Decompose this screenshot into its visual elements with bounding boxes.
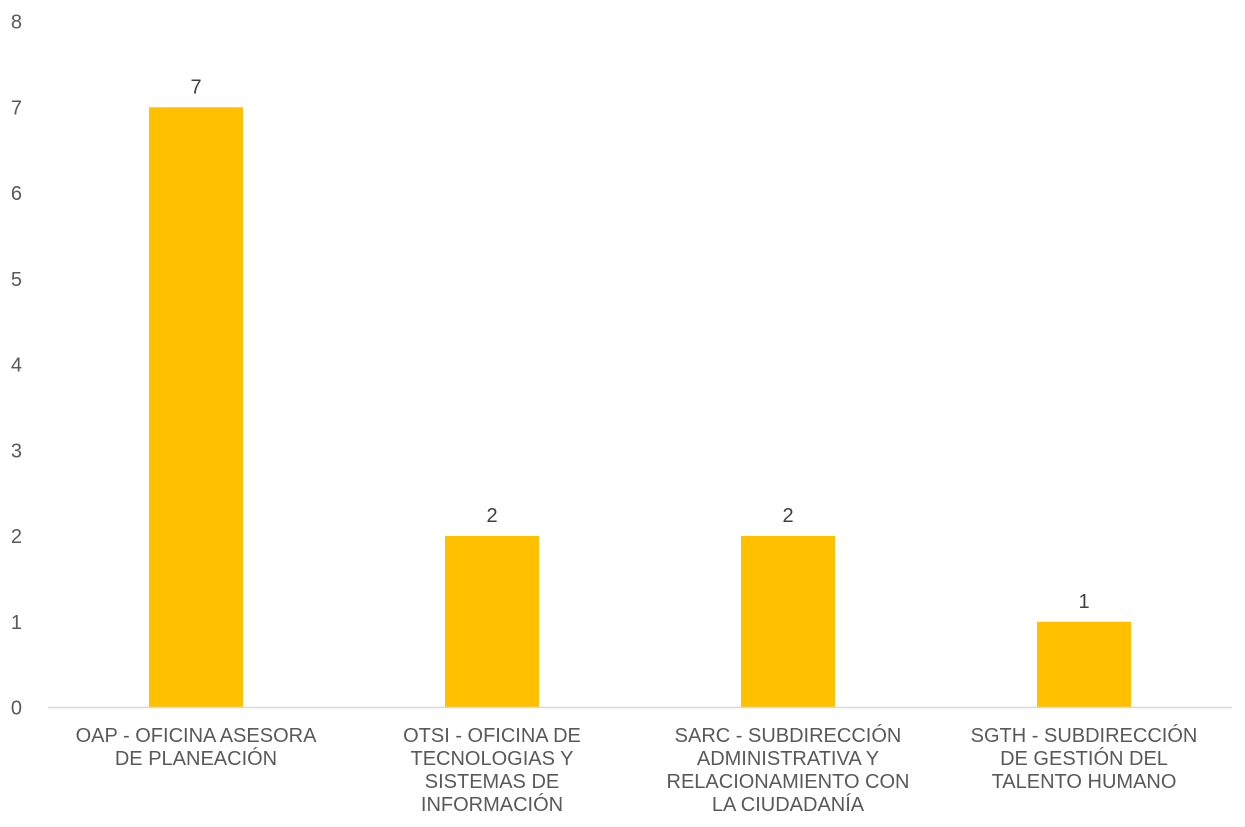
bar bbox=[741, 536, 835, 708]
y-tick-label: 2 bbox=[11, 526, 22, 548]
y-tick-label: 0 bbox=[11, 698, 22, 720]
x-category-label: SARC - SUBDIRECCIÓN ADMINISTRATIVA Y RELAC… bbox=[667, 724, 910, 816]
bar bbox=[149, 107, 243, 708]
data-label: 2 bbox=[782, 505, 793, 527]
x-category-label: SGTH - SUBDIRECCIÓN DE GESTIÓN DEL TALENTO… bbox=[971, 724, 1198, 793]
y-tick-label: 3 bbox=[11, 440, 22, 462]
data-labels: 7 2 2 1 bbox=[190, 76, 1089, 613]
y-tick-label: 8 bbox=[11, 12, 22, 34]
bar bbox=[1037, 621, 1131, 708]
y-tick-label: 7 bbox=[11, 97, 22, 119]
y-tick-label: 1 bbox=[11, 612, 22, 634]
data-label: 7 bbox=[190, 76, 201, 98]
x-category-label: OAP - OFICINA ASESORA DE PLANEACIÓN bbox=[76, 725, 317, 770]
y-tick-label: 5 bbox=[11, 269, 22, 291]
bar bbox=[445, 536, 539, 708]
y-axis-ticks: 0 1 2 3 4 5 6 7 8 bbox=[11, 12, 22, 720]
x-category-label: OTSI - OFICINA DE TECNOLOGIAS Y SISTEMAS D… bbox=[403, 725, 581, 816]
category-labels: OAP - OFICINA ASESORA DE PLANEACIÓN OTSI -… bbox=[76, 724, 1198, 816]
y-tick-label: 4 bbox=[11, 355, 22, 377]
data-label: 2 bbox=[486, 505, 497, 527]
bars bbox=[149, 107, 1131, 708]
y-tick-label: 6 bbox=[11, 183, 22, 205]
data-label: 1 bbox=[1078, 591, 1089, 613]
